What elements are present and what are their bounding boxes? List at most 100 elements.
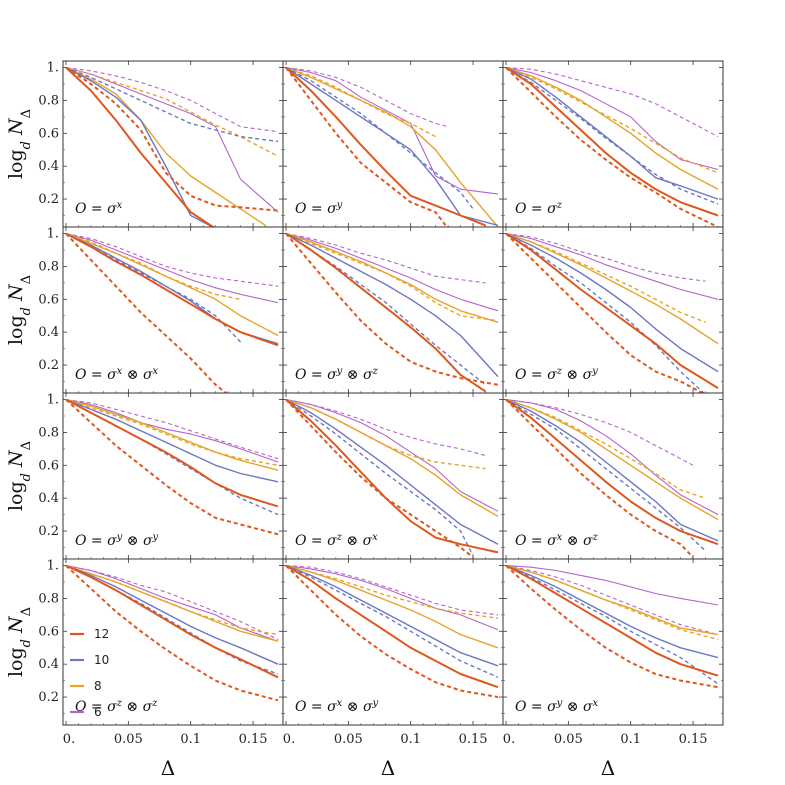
series-line-12-dashed: [505, 564, 719, 689]
label-text: ⊗ σ: [122, 533, 153, 549]
panel-8: O = σz ⊗ σx: [282, 392, 504, 560]
x-tick-label: 0.: [283, 732, 295, 747]
label-superscript: y: [336, 366, 343, 377]
series-line-8-solid: [285, 66, 499, 227]
series-line-8-dashed: [65, 66, 279, 157]
y-tick-label: 1.: [47, 559, 59, 574]
label-text: O = σ: [295, 367, 337, 383]
ylabel-delta: Δ: [19, 275, 34, 284]
ylabel-base: d: [19, 473, 34, 481]
y-tick-label: 1.: [47, 61, 59, 76]
y-tick-label: 0.6: [38, 458, 59, 473]
series-group: [285, 66, 499, 227]
series-line-12-dashed: [505, 232, 705, 393]
series-group: [65, 66, 279, 227]
series-group: [65, 564, 279, 702]
label-text: ⊗ σ: [342, 699, 373, 715]
series-line-6-dashed: [505, 565, 719, 636]
label-superscript: z: [116, 698, 123, 709]
series-line-6-dashed: [505, 399, 694, 466]
x-tick-label: 0.15: [239, 732, 268, 747]
series-line-10-dashed: [505, 232, 705, 393]
series-line-10-solid: [285, 398, 499, 545]
y-tick-label: 1.: [47, 227, 59, 242]
label-text: ⊗ σ: [562, 367, 593, 383]
series-line-10-dashed: [285, 564, 499, 678]
series-line-6-solid: [65, 67, 279, 213]
y-tick-label: 0.2: [38, 358, 59, 373]
ylabel-log: log: [5, 481, 27, 511]
label-text: O = σ: [295, 699, 337, 715]
label-superscript: z: [592, 532, 599, 543]
series-line-8-solid: [505, 66, 719, 190]
ylabel-log: log: [5, 149, 27, 179]
series-line-10-solid: [285, 564, 499, 667]
series-line-6-dashed: [65, 233, 279, 287]
series-line-6-solid: [285, 233, 499, 312]
series-line-6-dashed: [285, 233, 486, 284]
x-tick-label: 0.05: [114, 732, 143, 747]
panel-5: O = σy ⊗ σz: [282, 226, 504, 394]
panel-label: O = σz: [515, 200, 563, 218]
series-line-6-solid: [505, 67, 719, 171]
series-line-10-solid: [65, 66, 215, 227]
panel-label: O = σy ⊗ σx: [515, 698, 599, 716]
series-line-10-dashed: [505, 564, 719, 685]
ylabel-n: N: [5, 615, 27, 639]
label-superscript: y: [152, 532, 159, 543]
series-line-6-dashed: [285, 67, 449, 128]
series-line-12-dashed: [505, 66, 719, 227]
ylabel-n: N: [5, 283, 27, 307]
series-line-6-dashed: [285, 565, 499, 616]
series-line-6-solid: [65, 565, 279, 642]
y-tick-label: 0.4: [38, 657, 59, 672]
y-tick-label: 1.: [47, 393, 59, 408]
series-line-8-solid: [505, 564, 719, 636]
label-superscript: x: [117, 366, 123, 377]
label-text: O = σ: [515, 699, 557, 715]
panel-label: O = σz ⊗ σz: [75, 698, 158, 716]
series-line-6-dashed: [285, 399, 486, 457]
panel-label: O = σx ⊗ σy: [295, 698, 379, 716]
series-line-12-dashed: [65, 232, 228, 393]
series-line-12-solid: [65, 66, 215, 227]
series-line-8-solid: [65, 398, 279, 471]
panel-label: O = σz ⊗ σy: [515, 366, 598, 384]
ylabel-base: d: [19, 639, 34, 647]
panel-6: O = σz ⊗ σy: [502, 226, 724, 394]
label-text: ⊗ σ: [122, 367, 153, 383]
series-line-10-dashed: [65, 66, 279, 143]
ylabel-delta: Δ: [19, 109, 34, 118]
series-line-8-dashed: [285, 564, 499, 619]
ylabel-log: log: [5, 647, 27, 677]
series-line-10-solid: [505, 66, 719, 200]
series-line-12-dashed: [285, 564, 499, 699]
series-line-6-solid: [505, 233, 719, 300]
series-line-6-solid: [285, 67, 499, 195]
y-tick-label: 0.8: [38, 93, 59, 108]
series-line-8-dashed: [65, 398, 279, 466]
series-line-10-solid: [285, 232, 499, 378]
series-line-12-solid: [505, 564, 719, 677]
panel-2: O = σy: [282, 60, 504, 228]
panel-11: 0. 0.05 0.1 0.15 O = σx ⊗ σy: [282, 558, 504, 747]
x-tick-label: 0.1: [180, 732, 201, 747]
x-tick-label: 0.15: [459, 732, 488, 747]
x-tick-label: 0.05: [334, 732, 363, 747]
label-text: O = σ: [295, 201, 337, 217]
series-line-6-solid: [65, 233, 279, 304]
ylabel-n: N: [5, 449, 27, 473]
label-text: ⊗ σ: [122, 699, 153, 715]
label-text: O = σ: [515, 201, 557, 217]
ylabel-n: N: [5, 117, 27, 141]
series-line-8-dashed: [505, 66, 719, 174]
y-tick-label: 0.8: [38, 425, 59, 440]
series-line-6-solid: [505, 565, 719, 606]
series-line-12-solid: [505, 66, 719, 217]
series-group: [285, 564, 499, 699]
panel-frame: [502, 558, 724, 726]
legend: 12 10 8 6: [70, 627, 109, 719]
series-group: [65, 232, 279, 393]
label-text: O = σ: [75, 201, 117, 217]
y-tick-label: 0.6: [38, 292, 59, 307]
